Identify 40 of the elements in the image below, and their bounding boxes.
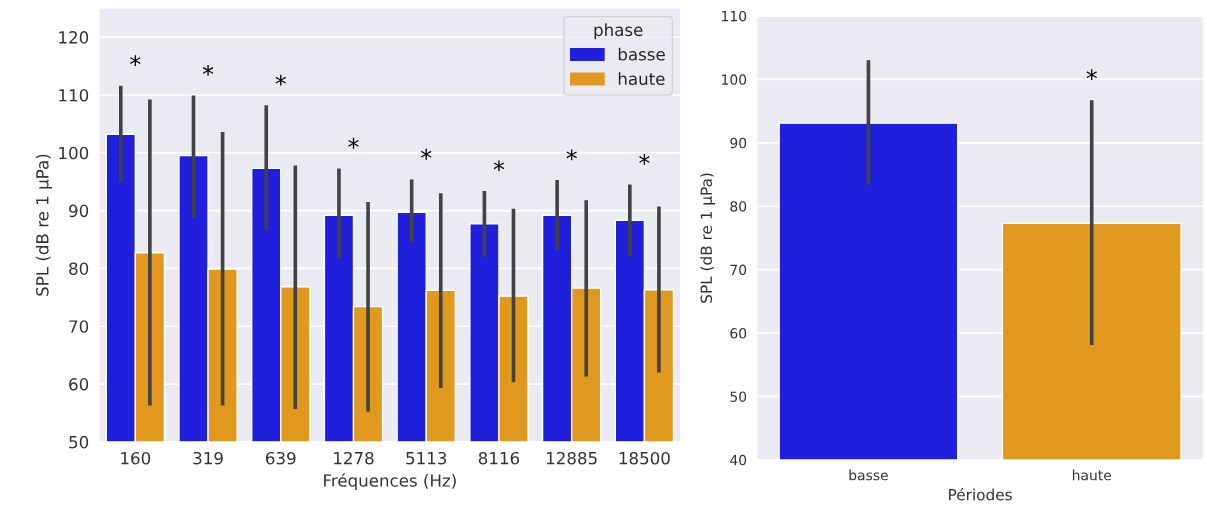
x-axis-title: Périodes	[949, 488, 1012, 501]
annotation: *	[275, 74, 286, 86]
x-tick-label: 160	[121, 451, 151, 465]
x-axis-title: Fréquences (Hz)	[324, 473, 456, 491]
y-tick-label: 90	[730, 137, 747, 149]
y-axis-title: SPL (dB re 1 µPa)	[700, 173, 715, 303]
x-tick-label: 639	[266, 451, 296, 465]
x-tick-label: 18500	[619, 451, 670, 465]
y-tick-label: 70	[730, 264, 747, 276]
y-tick-label: 60	[69, 378, 89, 391]
x-tick-label: 1278	[334, 451, 374, 465]
y-tick-label: 60	[730, 328, 747, 339]
annotation: *	[639, 154, 650, 165]
annotation: *	[421, 148, 432, 160]
y-tick-label: 80	[69, 262, 89, 275]
y-axis-title: SPL (dB re 1 µPa)	[35, 154, 52, 296]
y-tick-label: 40	[730, 454, 747, 466]
y-tick-label: 90	[69, 204, 89, 218]
y-tick-label: 100	[59, 146, 89, 160]
annotation: *	[1086, 69, 1097, 81]
y-tick-label: 50	[730, 391, 747, 402]
y-tick-label: 70	[69, 320, 89, 333]
annotation: *	[493, 160, 505, 172]
annotation: *	[130, 55, 141, 66]
x-tick-label: 5113	[406, 451, 447, 465]
annotation: *	[202, 65, 214, 76]
y-tick-label: 120	[59, 31, 89, 44]
legend-label: haute	[618, 72, 665, 86]
y-tick-label: 110	[59, 88, 89, 102]
y-tick-label: 80	[730, 201, 747, 212]
annotation: *	[566, 149, 577, 161]
x-tick-label: 12885	[546, 451, 597, 465]
legend-label: basse	[618, 47, 665, 61]
x-tick-label: 319	[193, 451, 223, 465]
y-tick-label: 50	[69, 435, 89, 449]
legend-title: phase	[594, 23, 643, 40]
y-tick-label: 100	[722, 74, 747, 85]
y-tick-label: 110	[722, 10, 747, 22]
annotation: *	[348, 137, 359, 149]
x-tick-label: 8116	[478, 451, 520, 465]
